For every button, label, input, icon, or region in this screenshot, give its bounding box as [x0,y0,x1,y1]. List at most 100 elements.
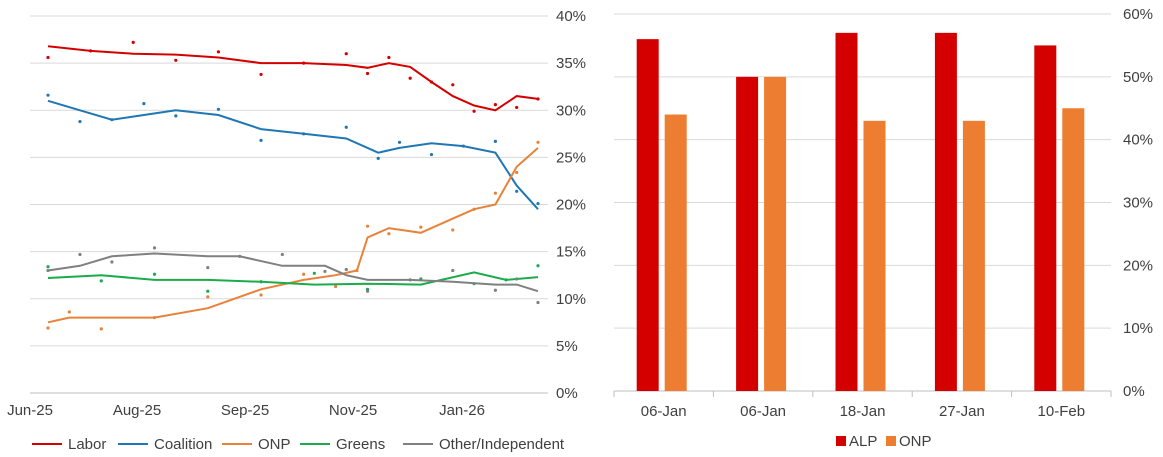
y-tick-label: 40% [556,8,586,25]
y-tick-label: 35% [556,55,586,72]
data-point [216,107,221,111]
data-point [515,170,519,175]
data-point [344,125,348,129]
legend-label: Greens [336,436,385,453]
data-point [110,260,114,264]
y-tick-label: 50% [1123,69,1153,86]
legend-swatch [886,436,896,446]
bar-onp [664,114,687,392]
series-line-greens [47,271,539,286]
data-point [536,97,540,101]
bar-onp [962,120,985,392]
data-point [302,132,306,136]
x-tick-label: 06-Jan [740,403,786,420]
line-chart-svg: 0% 5% 10% 15% 20% 25% 30% 35% 40% Jun-25 Aug-25 Sep… [7,8,586,453]
data-point [536,201,540,206]
bar-onp [863,120,886,392]
data-point [152,316,157,320]
data-point [461,144,466,148]
data-point [515,189,519,193]
polling-trend-chart: 0% 5% 10% 15% 20% 25% 30% 35% 40% Jun-25 Aug-25 Sep… [7,8,586,453]
legend-label: Other/Independent [439,436,565,453]
data-point [472,109,476,113]
data-point [334,284,338,289]
data-point [216,50,221,54]
data-point [344,52,348,56]
data-point [515,277,519,281]
y-tick-label: 30% [556,102,586,119]
x-tick-label: Jan-26 [439,402,485,419]
data-point [78,252,82,257]
data-point [206,266,210,270]
bar-chart-svg: 0% 10% 20% 30% 40% 50% 60% 06-Jan 06-Jan 18-Jan 27… [613,6,1153,450]
data-point [302,272,306,276]
data-point [206,289,210,293]
data-point [419,225,423,229]
data-point [451,268,455,273]
bar-alp [835,32,858,391]
data-point [110,118,114,122]
y-tick-label: 25% [556,149,586,166]
series-line-onp [47,147,539,324]
data-point [536,300,540,305]
data-point [504,278,508,282]
data-point [259,72,263,77]
data-point [387,232,391,236]
data-point [312,271,316,275]
data-point [152,246,157,250]
data-point [344,267,348,272]
data-point [280,252,284,257]
data-point [408,76,412,80]
x-tick-label: Sep-25 [221,402,269,419]
legend-label: ONP [258,436,291,453]
data-point [174,58,178,62]
y-tick-label: 0% [556,385,578,402]
data-point [429,80,434,84]
data-point [376,156,380,160]
data-point [259,280,263,284]
data-point [429,152,434,157]
bar-onp [764,76,787,391]
data-point [355,268,359,273]
y-tick-label: 10% [556,291,586,308]
bar-alp [1034,45,1057,392]
data-point [206,295,210,299]
series-line-labor [47,45,539,112]
data-point [302,61,306,65]
x-tick-label: Nov-25 [329,402,377,419]
data-point [238,254,242,258]
y-tick-label: 10% [1123,320,1153,337]
x-tick-label: Jun-25 [7,402,53,419]
legend-label: ALP [849,433,877,450]
x-tick-label: 10-Feb [1038,403,1086,420]
data-point [493,191,497,195]
series-line-other-independent [47,252,539,293]
y-tick-label: 60% [1123,6,1153,23]
data-point [536,264,540,268]
y-tick-label: 40% [1123,132,1153,149]
x-tick-label: 18-Jan [840,403,886,420]
legend-swatch [836,436,846,446]
bar-alp [736,76,759,391]
data-point [99,279,103,283]
x-tick-label: 06-Jan [641,403,687,420]
data-point [46,268,50,273]
data-point [493,139,497,143]
data-point [493,288,497,292]
data-point [131,40,135,44]
data-point [78,119,82,124]
data-point [67,310,71,314]
data-point [152,272,157,276]
data-point [323,269,327,274]
data-point [46,55,50,60]
legend-label: Labor [68,436,106,453]
bar-alp [934,32,957,391]
data-point [472,207,476,211]
data-point [451,83,455,87]
data-point [99,327,103,331]
data-point [365,71,370,76]
data-point [493,102,497,107]
data-point [259,293,263,297]
series-line-coalition [47,99,539,210]
legend-label: ONP [899,433,932,450]
